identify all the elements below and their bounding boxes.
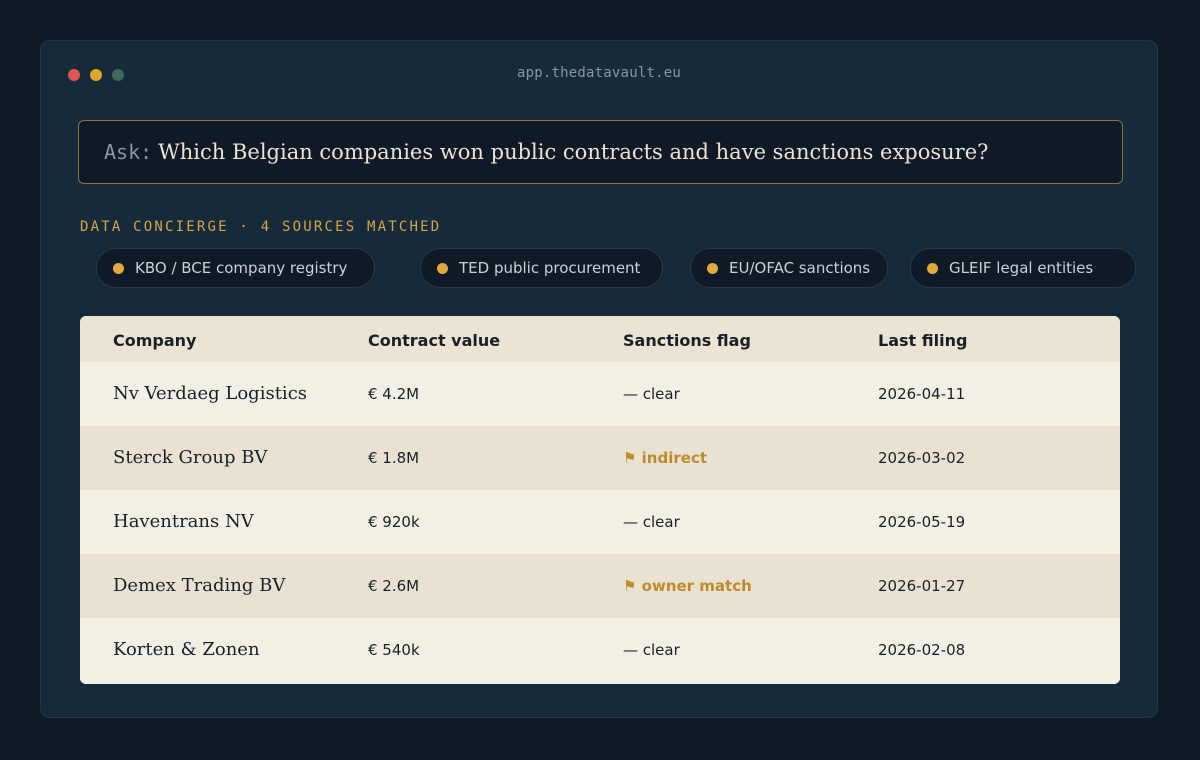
source-chip-label: GLEIF legal entities bbox=[949, 259, 1094, 277]
table-row[interactable]: Korten & Zonen € 540k — clear 2026-02-08 bbox=[80, 618, 1120, 682]
contract-value: € 1.8M bbox=[368, 449, 420, 467]
source-chip-label: KBO / BCE company registry bbox=[135, 259, 348, 277]
sanctions-flag: ⚑ owner match bbox=[623, 577, 752, 595]
source-chip-kbo[interactable]: KBO / BCE company registry bbox=[96, 248, 375, 288]
company-name: Korten & Zonen bbox=[113, 639, 260, 660]
results-table: Company Contract value Sanctions flag La… bbox=[80, 316, 1120, 684]
column-header-company[interactable]: Company bbox=[113, 331, 197, 350]
status-dot-icon bbox=[113, 262, 124, 274]
contract-value: € 540k bbox=[368, 641, 420, 659]
contract-value: € 2.6M bbox=[368, 577, 420, 595]
last-filing-date: 2026-05-19 bbox=[878, 513, 966, 531]
table-row[interactable]: Demex Trading BV € 2.6M ⚑ owner match 20… bbox=[80, 554, 1120, 618]
address-url: app.thedatavault.eu bbox=[517, 65, 681, 81]
column-header-last-filing[interactable]: Last filing bbox=[878, 331, 968, 350]
company-name: Nv Verdaeg Logistics bbox=[113, 383, 308, 404]
table-row[interactable]: Sterck Group BV € 1.8M ⚑ indirect 2026-0… bbox=[80, 426, 1120, 490]
ask-question: Which Belgian companies won public contr… bbox=[158, 140, 989, 164]
last-filing-date: 2026-03-02 bbox=[878, 449, 966, 467]
company-name: Demex Trading BV bbox=[113, 575, 286, 596]
source-chip-label: EU/OFAC sanctions bbox=[729, 259, 871, 277]
column-header-sanctions-flag[interactable]: Sanctions flag bbox=[623, 331, 751, 350]
ask-label: Ask: bbox=[104, 140, 153, 164]
sanctions-flag: — clear bbox=[623, 385, 680, 403]
ask-input[interactable]: Ask: Which Belgian companies won public … bbox=[78, 120, 1123, 184]
sanctions-flag: ⚑ indirect bbox=[623, 449, 708, 467]
minimize-window-button[interactable] bbox=[90, 69, 102, 81]
last-filing-date: 2026-04-11 bbox=[878, 385, 966, 403]
contract-value: € 4.2M bbox=[368, 385, 420, 403]
maximize-window-button[interactable] bbox=[112, 69, 124, 81]
table-header: Company Contract value Sanctions flag La… bbox=[80, 316, 1120, 362]
contract-value: € 920k bbox=[368, 513, 420, 531]
status-dot-icon bbox=[707, 262, 718, 274]
status-dot-icon bbox=[927, 262, 938, 274]
source-chip-gleif[interactable]: GLEIF legal entities bbox=[910, 248, 1136, 288]
close-window-button[interactable] bbox=[68, 69, 80, 81]
source-chip-label: TED public procurement bbox=[459, 259, 641, 277]
company-name: Sterck Group BV bbox=[113, 447, 268, 468]
source-chip-sanctions[interactable]: EU/OFAC sanctions bbox=[690, 248, 888, 288]
title-bar: app.thedatavault.eu bbox=[41, 41, 1157, 109]
column-header-contract-value[interactable]: Contract value bbox=[368, 331, 501, 350]
source-chip-ted[interactable]: TED public procurement bbox=[420, 248, 663, 288]
sanctions-flag: — clear bbox=[623, 641, 680, 659]
last-filing-date: 2026-02-08 bbox=[878, 641, 966, 659]
sanctions-flag: — clear bbox=[623, 513, 680, 531]
table-row[interactable]: Haventrans NV € 920k — clear 2026-05-19 bbox=[80, 490, 1120, 554]
status-dot-icon bbox=[437, 262, 448, 274]
table-row[interactable]: Nv Verdaeg Logistics € 4.2M — clear 2026… bbox=[80, 362, 1120, 426]
company-name: Haventrans NV bbox=[113, 511, 254, 532]
last-filing-date: 2026-01-27 bbox=[878, 577, 966, 595]
app-window: app.thedatavault.eu Ask: Which Belgian c… bbox=[40, 40, 1158, 718]
concierge-heading: DATA CONCIERGE · 4 SOURCES MATCHED bbox=[80, 219, 442, 235]
